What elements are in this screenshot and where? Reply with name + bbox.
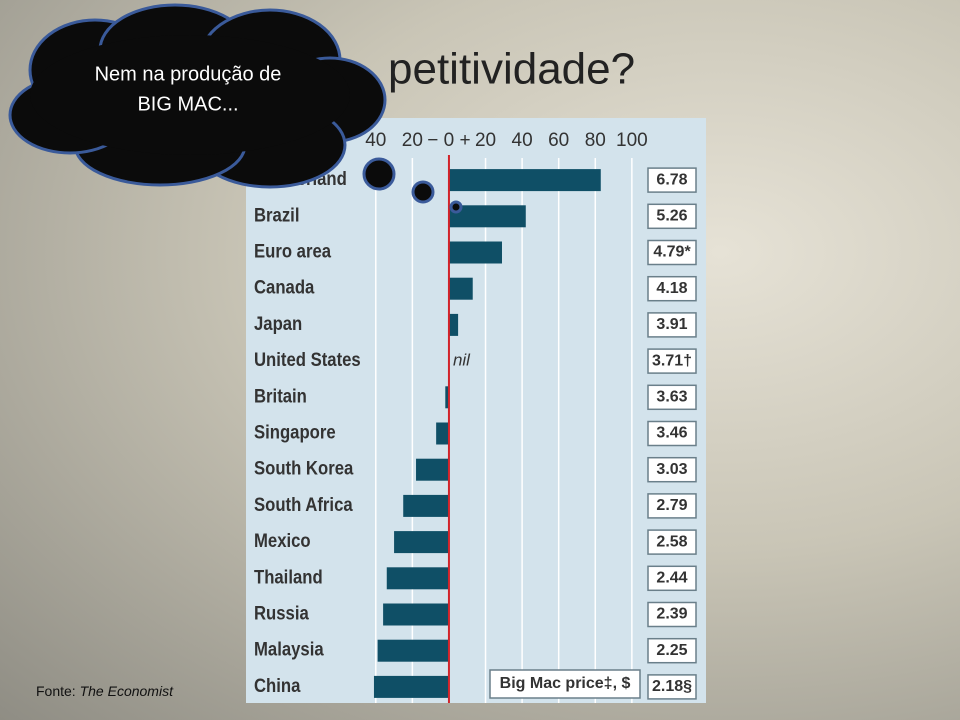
- y-tick-label: China: [254, 675, 301, 696]
- slide-title: petitividade?: [388, 45, 635, 94]
- price-box: [647, 167, 697, 193]
- bar: [445, 386, 449, 409]
- bar: [403, 494, 449, 517]
- price-label: 2.25: [656, 642, 687, 659]
- price-label: 2.58: [656, 533, 687, 550]
- price-box: [647, 674, 697, 700]
- x-tick-label: − 0 +: [427, 130, 470, 151]
- price-label: 2.39: [656, 606, 687, 623]
- price-box: [647, 601, 697, 628]
- price-label: 3.71†: [652, 352, 692, 369]
- price-box: [647, 565, 697, 592]
- y-tick-label: South Africa: [254, 494, 354, 515]
- bar: [436, 422, 449, 445]
- x-tick-label: 100: [616, 130, 648, 151]
- thought-text: BIG MAC...: [137, 93, 238, 115]
- price-box: [647, 312, 697, 338]
- source: Fonte: The Economist: [36, 683, 174, 699]
- bar: [377, 639, 449, 662]
- x-tick-label: 20: [475, 130, 496, 151]
- price-label: 3.46: [656, 425, 687, 442]
- x-tick-label: 60: [548, 130, 569, 151]
- x-tick-label: 40: [512, 130, 533, 151]
- price-box: [647, 203, 697, 230]
- price-box: [647, 456, 697, 483]
- price-label: 4.18: [656, 280, 687, 297]
- bar: [373, 675, 449, 698]
- y-tick-label: Canada: [254, 277, 315, 298]
- price-label: 2.18§: [652, 678, 692, 695]
- y-tick-label: Thailand: [254, 566, 323, 587]
- price-box: [647, 493, 697, 519]
- value-label: nil: [453, 351, 471, 370]
- y-tick-label: South Korea: [254, 458, 354, 479]
- bar: [383, 603, 449, 626]
- price-box: [647, 239, 697, 266]
- bar: [394, 531, 449, 554]
- price-label: 2.44: [656, 570, 687, 587]
- y-tick-label: Russia: [254, 603, 310, 624]
- bar: [386, 567, 449, 590]
- y-tick-label: Malaysia: [254, 639, 325, 660]
- y-tick-label: Euro area: [254, 241, 332, 262]
- x-tick-label: 80: [585, 130, 606, 151]
- x-tick-label: 20: [402, 130, 423, 151]
- price-box: [647, 637, 697, 664]
- source-prefix: Fonte:: [36, 683, 76, 699]
- price-label: 3.03: [656, 461, 687, 478]
- price-label: 3.63: [656, 389, 687, 406]
- price-box: [647, 275, 697, 302]
- bar: [416, 458, 449, 481]
- price-box: [647, 420, 697, 447]
- price-label: 2.79: [656, 497, 687, 514]
- price-box: [647, 384, 697, 411]
- prices-title-box: [489, 669, 641, 699]
- x-tick-label: 40: [365, 130, 386, 151]
- price-box: [647, 529, 697, 555]
- y-tick-label: Japan: [254, 313, 302, 334]
- source-name: The Economist: [80, 683, 174, 699]
- bar: [448, 313, 459, 336]
- bar: [448, 169, 601, 192]
- y-tick-label: Singapore: [254, 422, 336, 443]
- y-tick-label: United States: [254, 349, 361, 370]
- thought-cloud: [8, 3, 463, 214]
- price-box: [647, 348, 697, 374]
- price-label: 6.78: [656, 171, 687, 188]
- thought-text: Nem na produção de: [95, 63, 282, 85]
- price-label: 4.79*: [653, 244, 691, 261]
- y-tick-label: Mexico: [254, 530, 311, 551]
- y-tick-label: Britain: [254, 385, 307, 406]
- price-label: 3.91: [656, 316, 687, 333]
- bar: [448, 241, 502, 264]
- bar: [448, 205, 526, 228]
- y-tick-label: Brazil: [254, 204, 299, 225]
- bar: [448, 277, 473, 300]
- prices-title: Big Mac price‡, $: [500, 675, 631, 692]
- price-label: 5.26: [656, 208, 687, 225]
